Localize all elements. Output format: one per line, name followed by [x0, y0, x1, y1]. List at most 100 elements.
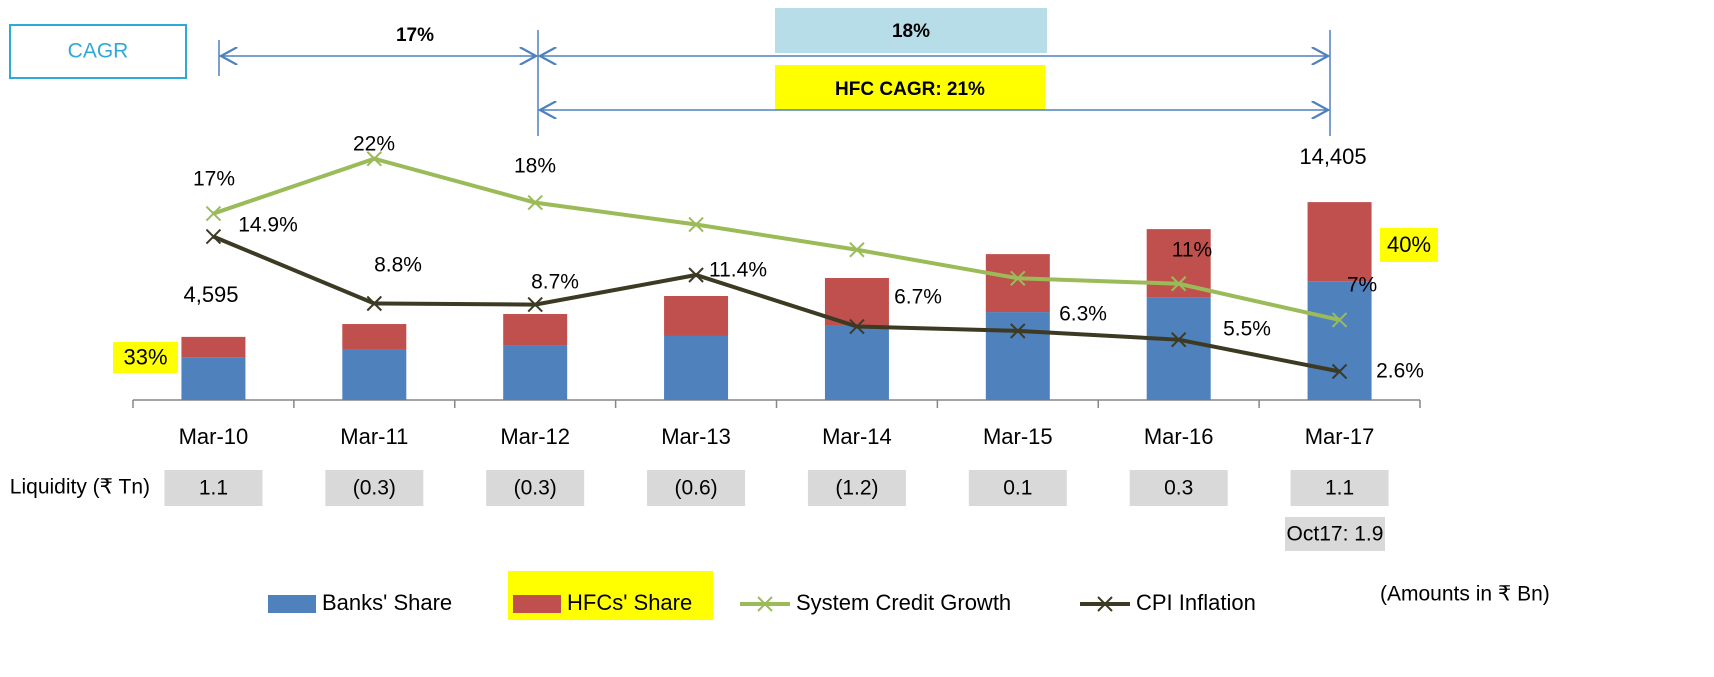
line-marker — [1010, 270, 1026, 286]
data-label: 8.7% — [531, 271, 579, 294]
line-marker — [366, 295, 383, 312]
marker-cross — [1331, 363, 1348, 380]
data-label: 11.4% — [709, 259, 767, 282]
bar-segment — [503, 314, 568, 346]
line-marker — [1170, 276, 1187, 292]
data-label: 2.6% — [1376, 360, 1424, 383]
liquidity-box — [486, 470, 585, 506]
liquidity-box — [968, 470, 1067, 506]
data-label: 14.9% — [238, 214, 298, 237]
bar-segment — [181, 357, 246, 400]
liquidity-box — [164, 470, 263, 506]
cagr-box — [9, 24, 187, 79]
cagr-label: CAGR — [68, 40, 129, 63]
liquidity-box — [325, 470, 424, 506]
line-marker — [688, 216, 704, 233]
line-marker — [1170, 331, 1187, 348]
legend-marker — [757, 596, 773, 612]
bar-segment — [342, 324, 407, 350]
data-label: 22% — [353, 133, 395, 156]
bar-segment — [985, 254, 1050, 313]
liquidity-box — [807, 470, 906, 506]
x-tick-label: Mar-14 — [822, 424, 892, 449]
x-tick-label: Mar-10 — [179, 424, 249, 449]
data-label: 8.8% — [374, 254, 422, 277]
x-tick-label: Mar-17 — [1305, 424, 1375, 449]
x-tick-label: Mar-16 — [1144, 424, 1214, 449]
bar-segment — [503, 345, 568, 400]
marker-cross — [1010, 323, 1026, 339]
cagr-value: 18% — [892, 21, 930, 42]
liquidity-box — [1129, 470, 1228, 506]
x-tick-label: Mar-13 — [661, 424, 731, 449]
marker-cross — [366, 295, 383, 312]
line-marker — [849, 242, 865, 258]
share-label: 33% — [123, 344, 167, 369]
liquidity-value: 0.1 — [1003, 477, 1032, 500]
line-marker — [849, 318, 865, 335]
line-marker — [205, 228, 222, 245]
total-label: 4,595 — [183, 282, 238, 307]
data-label: 5.5% — [1223, 318, 1271, 341]
marker-cross — [688, 267, 704, 283]
liquidity-value: 1.1 — [199, 477, 228, 500]
marker-cross — [1170, 331, 1187, 348]
bar-segment — [824, 324, 889, 400]
line-marker — [366, 151, 383, 167]
marker-cross — [1331, 312, 1348, 328]
share-label: 40% — [1387, 232, 1431, 257]
x-tick-label: Mar-12 — [500, 424, 570, 449]
share-highlight — [1380, 228, 1438, 262]
marker-cross — [849, 318, 865, 335]
legend-label: System Credit Growth — [796, 590, 1011, 615]
data-label: 7% — [1347, 274, 1377, 297]
legend-swatch — [513, 595, 561, 613]
data-label: 18% — [514, 155, 556, 178]
bar-segment — [181, 336, 246, 358]
marker-cross — [205, 205, 222, 222]
marker-cross — [1010, 270, 1026, 286]
line — [212, 156, 1340, 322]
liquidity-value: (0.6) — [674, 477, 717, 500]
liquidity-value: 0.3 — [1164, 477, 1193, 500]
line-marker — [1010, 323, 1026, 339]
liquidity-value: 1.1 — [1325, 477, 1354, 500]
liquidity-box — [1290, 470, 1389, 506]
bar-segment — [664, 335, 729, 400]
line — [212, 234, 1340, 374]
bar-segment — [1307, 202, 1372, 282]
legend-label: HFCs' Share — [567, 590, 692, 615]
marker-cross — [205, 228, 222, 245]
bar-segment — [1146, 297, 1211, 400]
line-marker — [527, 194, 543, 211]
line-marker — [205, 205, 222, 222]
line-marker — [688, 267, 704, 283]
hfc-cagr: HFC CAGR: 21% — [835, 79, 985, 100]
marker-cross — [366, 151, 383, 167]
liquidity-value: (1.2) — [835, 477, 878, 500]
liquidity-box — [647, 470, 746, 506]
legend-marker — [1097, 596, 1113, 612]
liquidity-note: Oct17: 1.9 — [1287, 523, 1384, 546]
legend-label: Banks' Share — [322, 590, 452, 615]
data-label: 6.7% — [894, 286, 942, 309]
marker-cross — [527, 296, 543, 313]
x-tick-label: Mar-15 — [983, 424, 1053, 449]
bar-segment — [824, 278, 889, 325]
marker-cross — [527, 194, 543, 211]
data-label: 6.3% — [1059, 303, 1107, 326]
data-label: 11% — [1172, 239, 1212, 262]
data-label: 17% — [193, 168, 235, 191]
line-marker — [1331, 312, 1348, 328]
bar-segment — [985, 312, 1050, 400]
liquidity-label: Liquidity (₹ Tn) — [10, 476, 150, 499]
cagr-highlight — [775, 8, 1047, 53]
liquidity-value: (0.3) — [514, 477, 557, 500]
liquidity-box — [1285, 517, 1385, 551]
marker-cross — [1170, 276, 1187, 292]
total-label: 14,405 — [1299, 144, 1366, 169]
line-marker — [527, 296, 543, 313]
